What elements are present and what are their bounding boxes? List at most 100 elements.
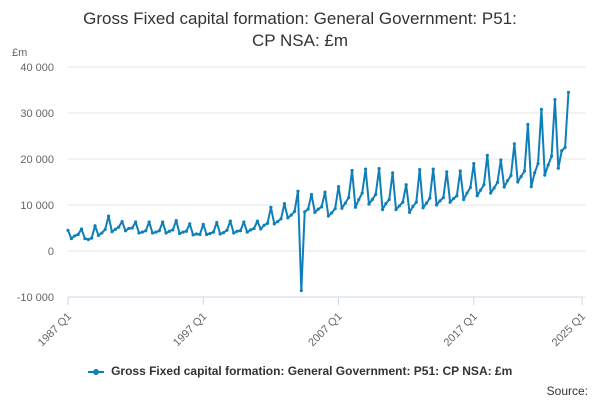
data-point[interactable]: [154, 230, 158, 234]
data-point[interactable]: [566, 90, 571, 94]
data-point[interactable]: [546, 163, 550, 167]
data-point[interactable]: [320, 205, 324, 209]
data-point[interactable]: [404, 183, 408, 187]
data-point[interactable]: [377, 167, 381, 171]
data-point[interactable]: [184, 229, 188, 233]
data-point[interactable]: [313, 210, 317, 214]
data-point[interactable]: [249, 228, 253, 232]
data-point[interactable]: [83, 236, 87, 241]
data-point[interactable]: [448, 200, 452, 204]
data-point[interactable]: [333, 207, 337, 211]
data-point[interactable]: [279, 217, 283, 221]
data-point[interactable]: [269, 205, 273, 209]
data-point[interactable]: [272, 222, 276, 226]
data-point[interactable]: [235, 229, 239, 233]
data-point[interactable]: [299, 288, 303, 293]
data-point[interactable]: [414, 200, 418, 204]
data-point[interactable]: [90, 236, 94, 240]
data-point[interactable]: [509, 173, 513, 178]
data-point[interactable]: [164, 231, 168, 235]
data-point[interactable]: [489, 191, 493, 195]
data-point[interactable]: [303, 210, 307, 214]
data-point[interactable]: [147, 220, 151, 224]
data-point[interactable]: [543, 173, 547, 177]
data-point[interactable]: [536, 162, 540, 166]
data-point[interactable]: [161, 220, 165, 224]
data-point[interactable]: [167, 229, 172, 233]
data-point[interactable]: [100, 231, 104, 235]
data-point[interactable]: [106, 214, 111, 218]
data-point[interactable]: [242, 220, 246, 224]
data-point[interactable]: [539, 107, 544, 111]
data-point[interactable]: [330, 211, 334, 215]
data-point[interactable]: [478, 188, 483, 192]
data-point[interactable]: [451, 196, 456, 201]
data-point[interactable]: [418, 167, 422, 172]
data-point[interactable]: [259, 227, 263, 231]
data-point[interactable]: [445, 170, 449, 174]
data-point[interactable]: [228, 219, 232, 223]
data-point[interactable]: [201, 222, 205, 226]
data-point[interactable]: [353, 205, 358, 209]
data-point[interactable]: [174, 219, 178, 223]
data-point[interactable]: [208, 231, 212, 236]
data-point[interactable]: [367, 202, 371, 206]
data-point[interactable]: [475, 194, 479, 198]
data-point[interactable]: [455, 194, 459, 198]
data-point[interactable]: [431, 167, 435, 171]
data-point[interactable]: [96, 233, 101, 237]
data-point[interactable]: [506, 179, 510, 183]
data-point[interactable]: [123, 229, 128, 233]
data-point[interactable]: [191, 233, 195, 237]
data-point[interactable]: [563, 145, 567, 150]
data-point[interactable]: [309, 192, 314, 197]
data-point[interactable]: [262, 223, 266, 227]
data-point[interactable]: [401, 200, 405, 204]
data-point[interactable]: [434, 203, 439, 207]
data-point[interactable]: [458, 169, 462, 173]
data-point[interactable]: [462, 197, 466, 202]
data-point[interactable]: [360, 191, 364, 195]
data-point[interactable]: [519, 174, 523, 179]
data-point[interactable]: [198, 232, 202, 237]
data-point[interactable]: [384, 202, 388, 206]
data-point[interactable]: [140, 230, 144, 234]
data-point[interactable]: [370, 197, 374, 202]
data-point[interactable]: [485, 153, 489, 157]
data-point[interactable]: [472, 162, 476, 166]
data-point[interactable]: [157, 229, 161, 233]
data-point[interactable]: [245, 230, 249, 234]
data-point[interactable]: [137, 231, 141, 235]
data-point[interactable]: [221, 231, 226, 235]
data-point[interactable]: [144, 229, 148, 233]
data-point[interactable]: [350, 168, 354, 173]
data-point[interactable]: [323, 190, 327, 194]
data-point[interactable]: [465, 191, 469, 195]
data-point[interactable]: [194, 232, 199, 236]
data-point[interactable]: [150, 231, 155, 235]
data-point[interactable]: [282, 202, 287, 206]
data-point[interactable]: [326, 214, 330, 218]
data-point[interactable]: [120, 219, 124, 224]
data-point[interactable]: [306, 207, 310, 211]
data-point[interactable]: [407, 210, 412, 214]
data-point[interactable]: [79, 227, 84, 231]
data-point[interactable]: [394, 208, 398, 212]
data-point[interactable]: [526, 122, 530, 127]
data-point[interactable]: [181, 230, 185, 234]
data-point[interactable]: [522, 169, 527, 173]
data-point[interactable]: [86, 237, 90, 242]
data-point[interactable]: [340, 206, 344, 210]
data-point[interactable]: [265, 221, 270, 225]
data-point[interactable]: [374, 192, 378, 197]
data-point[interactable]: [397, 204, 401, 208]
data-point[interactable]: [495, 180, 500, 185]
data-point[interactable]: [130, 226, 134, 230]
data-point[interactable]: [252, 226, 256, 231]
data-point[interactable]: [411, 204, 415, 208]
data-point[interactable]: [292, 209, 297, 214]
data-point[interactable]: [205, 232, 209, 237]
data-point[interactable]: [276, 219, 280, 224]
data-point[interactable]: [211, 230, 216, 234]
data-point[interactable]: [289, 213, 293, 217]
